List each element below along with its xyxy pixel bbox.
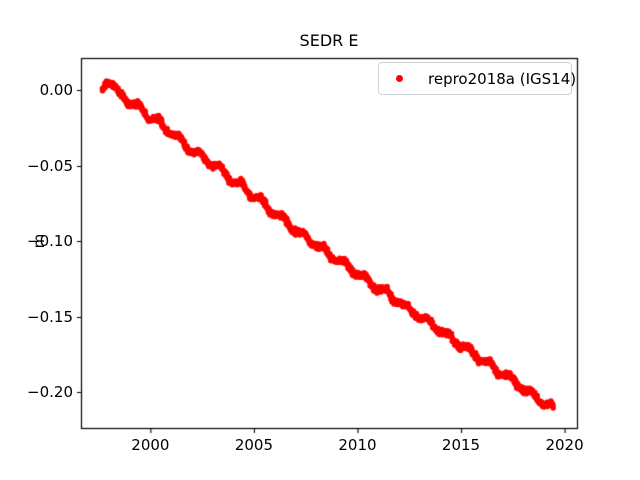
y-tick-label: −0.15 (27, 307, 73, 326)
legend: repro2018a (IGS14) (378, 62, 576, 95)
x-tick-label: 2015 (441, 436, 481, 454)
scatter-marker-icon (396, 75, 403, 82)
y-tick-label: −0.20 (27, 383, 73, 402)
x-tick-label: 2020 (545, 436, 584, 454)
x-tick-label: 2000 (131, 436, 170, 454)
y-tick-label: −0.10 (27, 232, 73, 251)
x-tick-label: 2005 (234, 436, 274, 454)
x-tick-label: 2010 (338, 436, 377, 454)
chart-title: SEDR E (299, 31, 359, 50)
y-tick-label: −0.05 (27, 156, 73, 175)
legend-label: repro2018a (IGS14) (428, 69, 577, 88)
y-tick-label: 0.00 (39, 81, 73, 100)
